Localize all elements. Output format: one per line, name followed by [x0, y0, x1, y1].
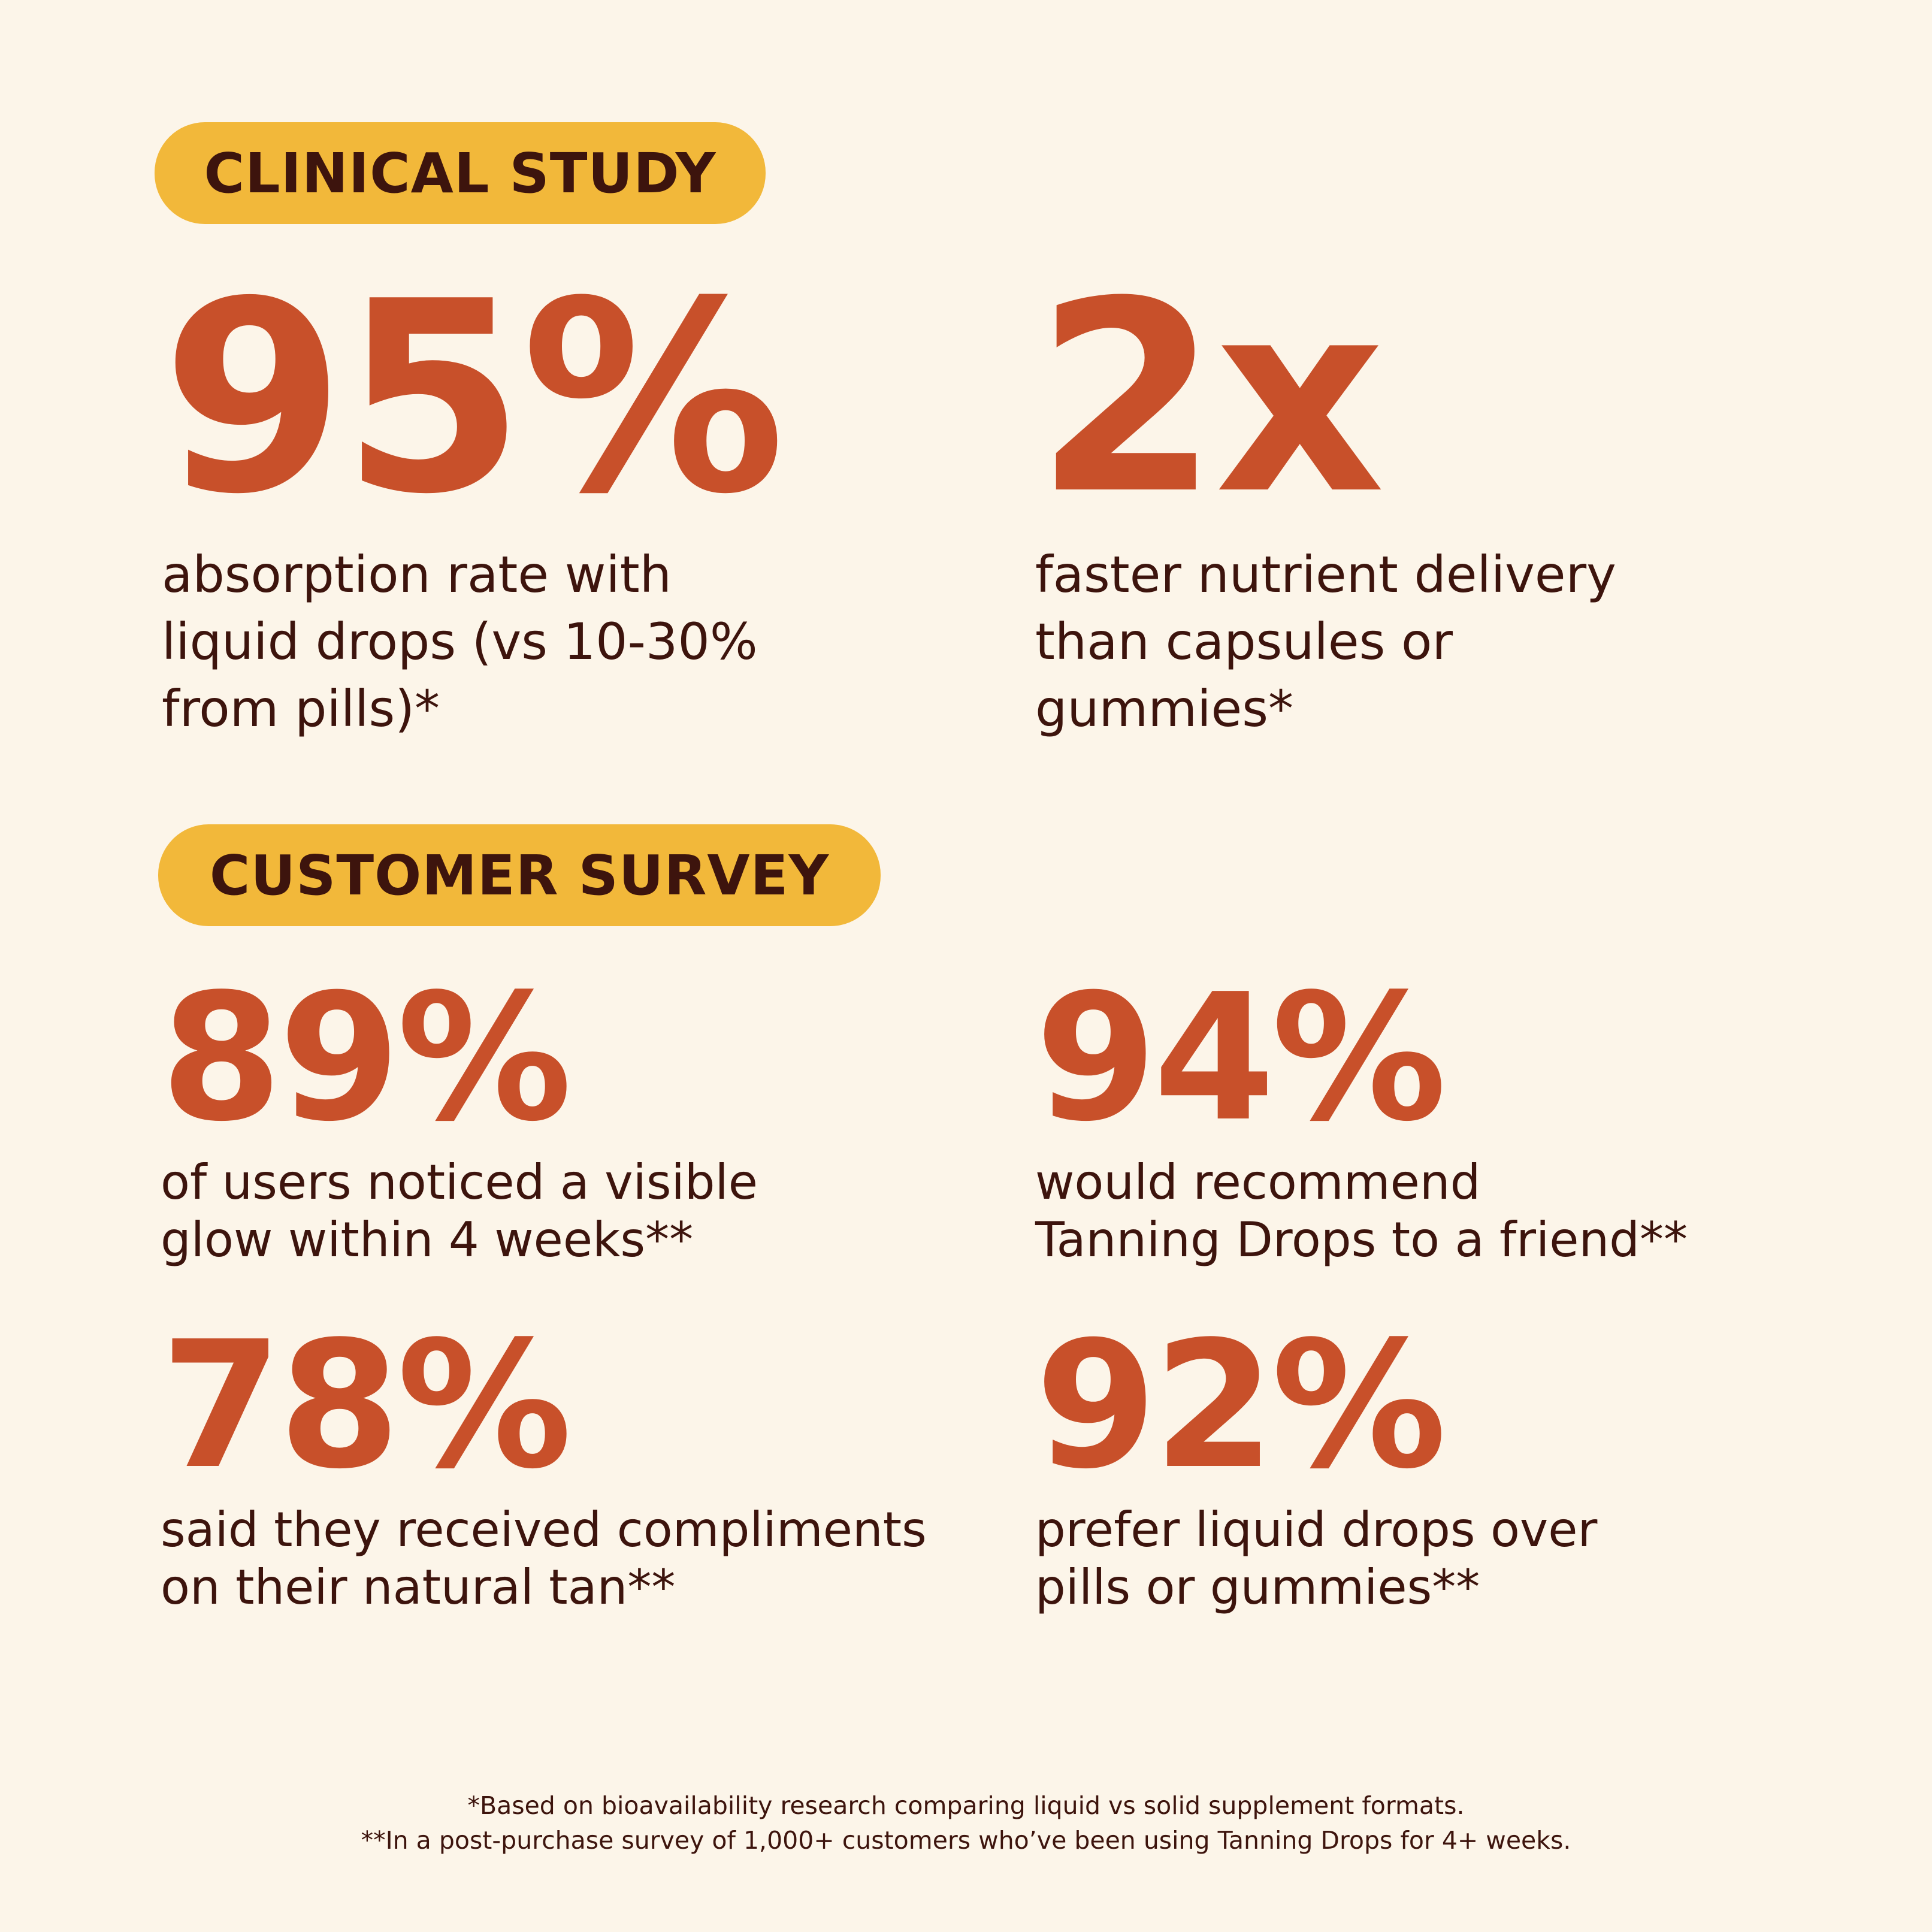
footnote-bioavailability: *Based on bioavailability research compa… — [467, 1791, 1465, 1820]
footnote-survey: **In a post-purchase survey of 1,000+ cu… — [361, 1826, 1571, 1855]
footnotes: *Based on bioavailability research compa… — [0, 1788, 1932, 1858]
customer-survey-badge: CUSTOMER SURVEY — [158, 824, 881, 926]
stat-glow: 89% of users noticed a visible glow with… — [161, 970, 1011, 1269]
stat-compliments-desc: said they received compliments on their … — [161, 1502, 927, 1615]
stat-glow-value: 89% — [161, 956, 572, 1160]
stat-compliments: 78% said they received compliments on th… — [161, 1318, 1011, 1616]
clinical-study-label: CLINICAL STUDY — [204, 141, 716, 205]
stat-prefer-desc: prefer liquid drops over pills or gummie… — [1035, 1502, 1598, 1615]
stat-recommend: 94% would recommend Tanning Drops to a f… — [1035, 970, 1886, 1269]
clinical-study-badge: CLINICAL STUDY — [155, 122, 766, 224]
stat-absorption: 95% absorption rate with liquid drops (v… — [162, 267, 1012, 742]
stat-delivery-desc: faster nutrient delivery than capsules o… — [1035, 545, 1616, 738]
stat-absorption-value: 95% — [162, 245, 785, 552]
stat-prefer: 92% prefer liquid drops over pills or gu… — [1035, 1318, 1886, 1616]
stat-recommend-desc: would recommend Tanning Drops to a frien… — [1035, 1154, 1688, 1268]
stat-glow-desc: of users noticed a visible glow within 4… — [161, 1154, 758, 1268]
customer-survey-label: CUSTOMER SURVEY — [209, 843, 830, 908]
stat-delivery: 2x faster nutrient delivery than capsule… — [1035, 267, 1886, 742]
stat-absorption-desc: absorption rate with liquid drops (vs 10… — [162, 545, 758, 738]
stat-recommend-value: 94% — [1035, 956, 1447, 1160]
stat-prefer-value: 92% — [1035, 1304, 1447, 1507]
stat-compliments-value: 78% — [161, 1304, 572, 1507]
stat-delivery-value: 2x — [1035, 245, 1385, 552]
